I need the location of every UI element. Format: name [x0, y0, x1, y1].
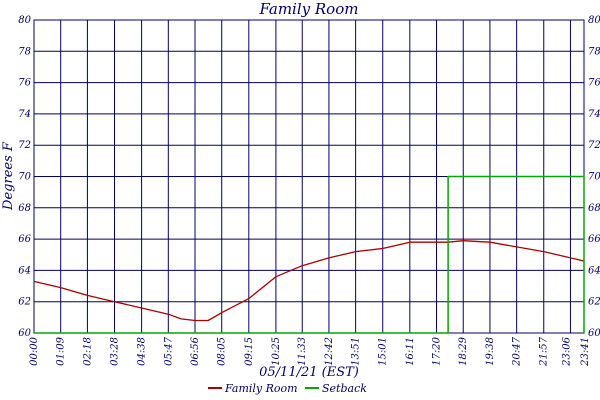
- y-tick-label-right: 72: [588, 140, 600, 151]
- x-tick-label: 04:38: [137, 337, 148, 366]
- x-tick-label: 16:11: [405, 337, 416, 366]
- series-line-setback: [34, 175, 585, 334]
- x-tick-label: 20:47: [512, 336, 523, 366]
- y-tick-label-right: 62: [588, 297, 600, 308]
- y-tick-label-right: 76: [588, 78, 600, 89]
- y-tick-label-right: 70: [588, 172, 600, 183]
- y-tick-label-left: 80: [18, 15, 31, 26]
- x-tick-label: 23:41: [580, 337, 591, 367]
- chart-title: Family Room: [259, 0, 359, 18]
- x-tick-label: 02:18: [82, 337, 93, 366]
- y-tick-label-left: 64: [18, 265, 31, 276]
- x-axis-label: 05/11/21 (EST): [259, 365, 359, 380]
- y-tick-label-right: 74: [588, 109, 600, 120]
- x-tick-label: 01:09: [56, 336, 67, 365]
- series-layer: [33, 175, 585, 334]
- y-tick-label-right: 60: [588, 328, 600, 339]
- y-axis-label: Degrees F: [1, 141, 16, 211]
- x-tick-label: 11:33: [297, 337, 308, 366]
- y-tick-label-left: 78: [18, 46, 31, 57]
- y-tick-label-right: 66: [588, 234, 600, 245]
- x-tick-label: 23:06: [561, 336, 572, 366]
- legend-label: Setback: [322, 382, 367, 395]
- x-tick-label: 17:20: [432, 336, 443, 365]
- x-tick-label: 12:42: [324, 337, 335, 366]
- x-tick-label: 08:05: [217, 337, 228, 366]
- y-tick-label-left: 68: [18, 203, 31, 214]
- y-tick-label-left: 74: [18, 109, 31, 120]
- y-tick-label-left: 60: [18, 328, 31, 339]
- x-tick-label: 19:38: [485, 337, 496, 366]
- y-tick-label-right: 78: [588, 46, 600, 57]
- legend-label: Family Room: [224, 382, 298, 395]
- x-tick-label: 10:25: [271, 337, 282, 366]
- x-tick-label: 05:47: [163, 336, 174, 365]
- y-tick-label-right: 64: [588, 265, 600, 276]
- x-tick-label: 00:00: [29, 336, 40, 365]
- y-tick-label-left: 66: [18, 234, 31, 245]
- x-axis: 00:00 01:09 02:18 03:28 04:38 05:47 06:56 08:05…: [29, 336, 591, 366]
- x-tick-label: 06:56: [190, 336, 201, 365]
- y-tick-label-right: 68: [588, 203, 600, 214]
- x-tick-label: 13:51: [351, 337, 362, 366]
- y-tick-label-right: 80: [588, 15, 600, 26]
- y-tick-label-left: 70: [18, 172, 31, 183]
- y-axis-right: 60 62 64 66 68 70 72 74 76 78 80: [588, 15, 600, 339]
- series-line-family-room: [33, 240, 585, 322]
- x-tick-label: 18:29: [458, 336, 469, 365]
- x-tick-label: 21:57: [539, 336, 550, 366]
- y-tick-label-left: 62: [18, 297, 31, 308]
- legend: Family Room Setback: [208, 382, 367, 395]
- x-tick-label: 09:15: [244, 337, 255, 366]
- x-tick-label: 03:28: [110, 337, 121, 366]
- x-tick-label: 15:01: [378, 337, 389, 366]
- y-tick-label-left: 72: [18, 140, 31, 151]
- y-axis-left: 60 62 64 66 68 70 72 74 76 78 80: [18, 15, 31, 339]
- y-tick-label-left: 76: [18, 78, 31, 89]
